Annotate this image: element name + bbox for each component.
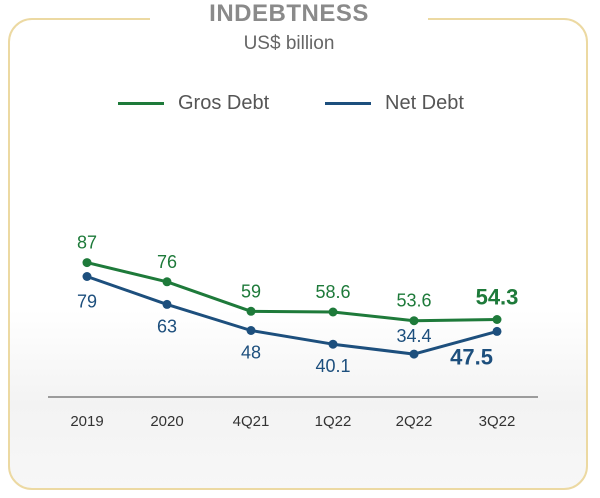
chart-subtitle: US$ billion (243, 33, 335, 54)
x-tick-label: 4Q21 (233, 413, 270, 430)
legend-swatch-gros-debt (118, 101, 164, 105)
data-label-gros-debt: 58.6 (315, 282, 350, 302)
x-tick-label: 2Q22 (396, 413, 433, 430)
data-point (492, 326, 502, 336)
legend-swatch-net-debt (325, 101, 371, 105)
data-label-net-debt: 63 (157, 316, 177, 336)
data-point (492, 315, 502, 324)
data-label-gros-debt: 87 (77, 233, 97, 253)
data-point (409, 316, 419, 326)
x-tick-label: 1Q22 (315, 413, 352, 430)
chart-title: INDEBTNESS (209, 0, 369, 27)
x-tick-label: 3Q22 (479, 413, 516, 430)
legend-label-gros-debt: Gros Debt (178, 91, 270, 114)
chart-frame (8, 18, 588, 490)
series-line-net-debt (85, 275, 499, 356)
data-point (409, 349, 419, 359)
data-label-net-debt: 34.4 (396, 326, 431, 346)
data-label-net-debt: 48 (241, 343, 261, 363)
data-point (328, 339, 338, 349)
data-label-gros-debt: 54.3 (476, 285, 519, 310)
legend-item-net-debt: Net Debt (325, 90, 464, 116)
title-backdrop (150, 8, 428, 36)
data-label-net-debt: 47.5 (450, 344, 493, 369)
data-label-net-debt: 79 (77, 292, 97, 312)
x-tick-label: 2020 (150, 413, 183, 430)
data-point (246, 326, 256, 335)
data-point (162, 299, 172, 309)
data-point (82, 258, 92, 268)
legend-item-gros-debt: Gros Debt (118, 90, 269, 116)
data-label-gros-debt: 53.6 (396, 291, 431, 311)
data-point (82, 272, 92, 281)
data-label-net-debt: 40.1 (315, 356, 350, 376)
data-point (328, 307, 338, 317)
data-label-gros-debt: 76 (157, 252, 177, 272)
data-point (162, 277, 172, 287)
data-label-gros-debt: 59 (241, 281, 261, 301)
x-tick-label: 2019 (70, 413, 103, 430)
legend-label-net-debt: Net Debt (385, 91, 464, 114)
data-point (246, 306, 256, 316)
series-line-gros-debt (85, 261, 499, 323)
